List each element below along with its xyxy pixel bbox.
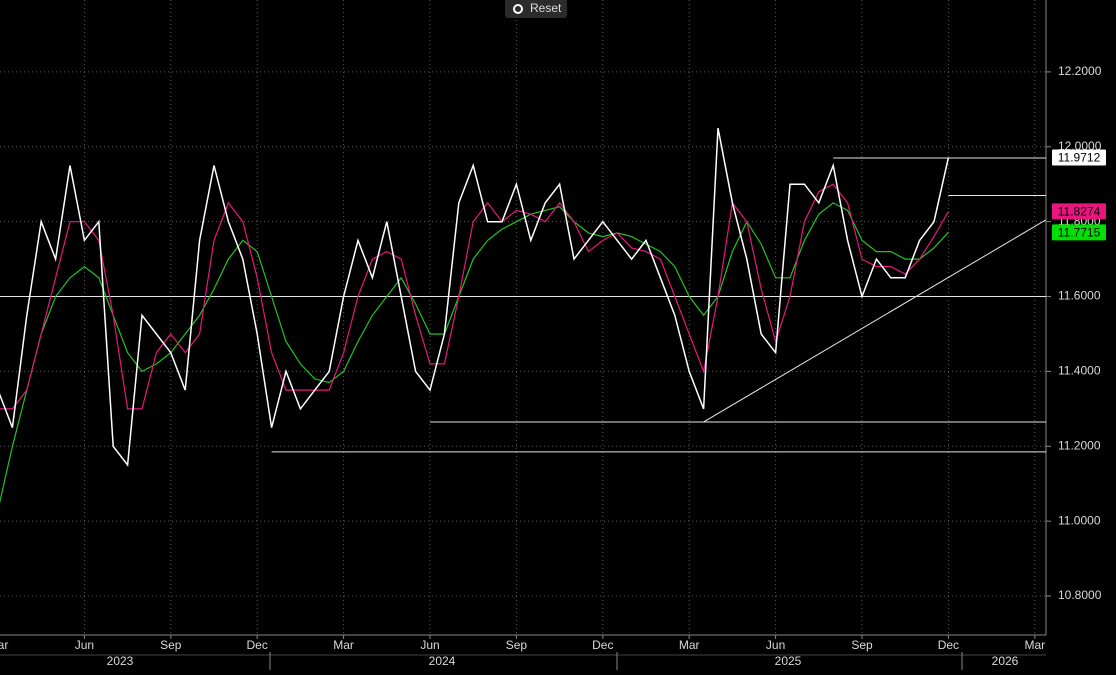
value-tag-label: 11.8274 — [1058, 205, 1101, 219]
x-tick-label: Dec — [247, 638, 268, 652]
value-tag — [1052, 224, 1106, 241]
x-tick-label: Dec — [938, 638, 959, 652]
year-label: 2025 — [775, 654, 802, 668]
axes: 10.800011.000011.200011.400011.600011.80… — [0, 64, 1106, 670]
x-tick-label: Sep — [851, 638, 873, 652]
year-label: 2024 — [429, 654, 456, 668]
x-tick-label: Jun — [420, 638, 439, 652]
year-label: 2026 — [992, 654, 1019, 668]
y-tick-label: 12.0000 — [1058, 139, 1102, 153]
year-label: 2023 — [107, 654, 134, 668]
series-line — [0, 127, 950, 467]
y-tick-label: 11.4000 — [1058, 364, 1101, 378]
value-tag — [1052, 149, 1106, 166]
series-line — [0, 202, 949, 504]
x-tick-label: Sep — [160, 638, 182, 652]
reset-button[interactable]: Reset — [505, 0, 567, 18]
y-tick-label: 11.0000 — [1058, 513, 1101, 527]
plot-area — [0, 0, 1046, 635]
y-tick-label: 12.2000 — [1058, 64, 1102, 78]
y-tick-label: 11.6000 — [1058, 289, 1101, 303]
x-tick-label: Dec — [592, 638, 613, 652]
trend-line — [703, 219, 1046, 423]
series-line — [0, 183, 949, 410]
y-tick-label: 11.2000 — [1058, 438, 1101, 452]
x-tick-label: Jun — [75, 638, 94, 652]
value-tag-label: 11.7715 — [1058, 225, 1101, 239]
x-tick-label: Mar — [0, 638, 8, 652]
value-tag-label: 11.9712 — [1058, 151, 1101, 165]
x-tick-label: Jun — [766, 638, 785, 652]
x-tick-label: Mar — [1024, 638, 1045, 652]
reset-icon — [513, 4, 523, 14]
x-tick-label: Sep — [506, 638, 528, 652]
y-tick-label: 10.8000 — [1058, 588, 1102, 602]
reset-label: Reset — [530, 1, 562, 15]
x-tick-label: Mar — [679, 638, 700, 652]
x-tick-label: Mar — [333, 638, 354, 652]
value-tag — [1052, 203, 1106, 220]
